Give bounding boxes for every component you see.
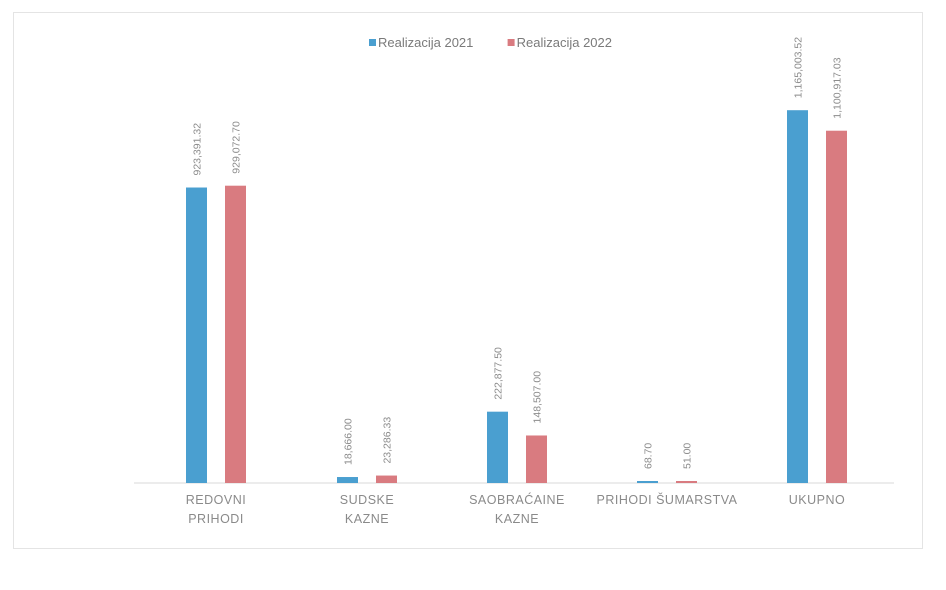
legend-swatch-1 <box>369 39 376 46</box>
data-label-s2-c5: 1,100,917.03 <box>832 57 844 118</box>
bar-s2-c2 <box>376 475 397 483</box>
category-labels: REDOVNI PRIHODI SUDSKE KAZNE SAOBRAĆAINE KAZN… <box>186 492 845 526</box>
data-label-s2-c3: 148,507.00 <box>532 371 544 424</box>
bars <box>186 110 847 484</box>
bar-s2-c5 <box>826 130 847 483</box>
legend: Realizacija 2021 Realizacija 2022 <box>369 35 612 50</box>
bar-s2-c4 <box>676 481 697 483</box>
category-label-2-line-2: KAZNE <box>345 512 389 526</box>
category-label-1-line-1: REDOVNI <box>186 493 246 507</box>
bar-s1-c5 <box>787 110 808 483</box>
data-label-s1-c4: 68.70 <box>643 443 655 469</box>
bar-s1-c3 <box>487 411 508 483</box>
category-label-3-line-2: KAZNE <box>495 512 539 526</box>
data-label-s1-c1: 923,391.32 <box>192 123 204 176</box>
bar-s2-c3 <box>526 435 547 483</box>
chart-frame: Realizacija 2021 Realizacija 2022 923,391… <box>13 12 923 549</box>
category-label-3-line-1: SAOBRAĆAINE <box>469 492 565 507</box>
legend-label-1: Realizacija 2021 <box>378 35 473 50</box>
bar-s2-c1 <box>225 185 246 484</box>
category-label-2-line-1: SUDSKE <box>340 493 394 507</box>
data-label-s2-c2: 23,286.33 <box>382 417 394 464</box>
category-label-4-line-1: PRIHODI ŠUMARSTVA <box>597 492 738 507</box>
category-label-5-line-1: UKUPNO <box>789 493 845 507</box>
data-labels: 923,391.32 18,666.00 222,877.50 68.70 1,165,… <box>192 37 844 469</box>
bar-s1-c4 <box>637 481 658 483</box>
data-label-s1-c5: 1,165,003.52 <box>793 37 805 98</box>
data-label-s2-c1: 929,072.70 <box>231 121 243 174</box>
category-label-1-line-2: PRIHODI <box>188 512 244 526</box>
data-label-s2-c4: 51.00 <box>682 443 694 469</box>
bar-s1-c2 <box>337 477 358 483</box>
legend-swatch-2 <box>507 39 515 46</box>
bar-chart: Realizacija 2021 Realizacija 2022 923,391… <box>134 35 894 526</box>
bar-s1-c1 <box>186 187 207 483</box>
data-label-s1-c3: 222,877.50 <box>493 347 505 400</box>
legend-label-2: Realizacija 2022 <box>517 35 612 50</box>
data-label-s1-c2: 18,666.00 <box>343 418 355 465</box>
